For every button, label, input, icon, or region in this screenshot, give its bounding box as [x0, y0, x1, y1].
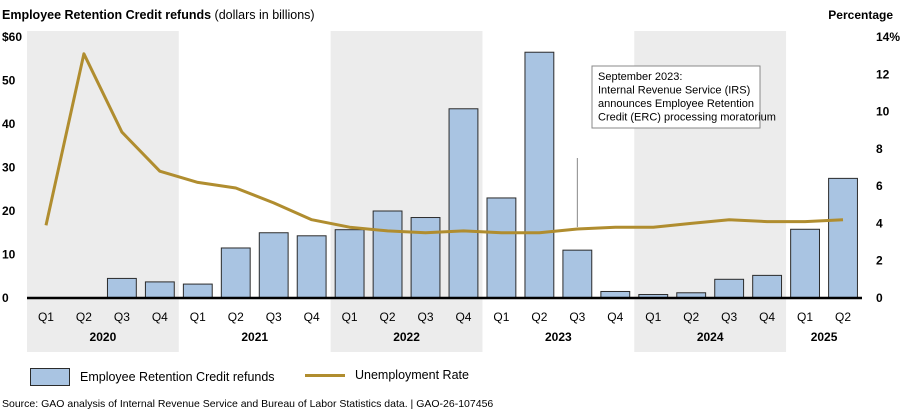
x-tick-label-6: Q3 — [266, 310, 282, 324]
x-tick-label-13: Q2 — [531, 310, 547, 324]
year-label-2020: 2020 — [90, 330, 117, 344]
x-tick-label-19: Q4 — [759, 310, 775, 324]
legend-label-erc: Employee Retention Credit refunds — [80, 370, 275, 384]
x-tick-label-1: Q2 — [76, 310, 92, 324]
bar-q3-14 — [562, 249, 593, 299]
bar-q4-7 — [296, 235, 327, 299]
right-tick-label-2: 2 — [876, 254, 883, 268]
bar-q1-8 — [334, 229, 365, 299]
left-tick-label-0: 0 — [2, 291, 9, 305]
bar-q3-18 — [714, 278, 745, 299]
x-tick-label-7: Q4 — [304, 310, 320, 324]
left-tick-label-10: 10 — [2, 248, 16, 262]
annotation-line-1: Internal Revenue Service (IRS) — [598, 85, 750, 97]
bar-q2-5 — [220, 247, 251, 299]
bar-q4-11 — [448, 108, 479, 299]
left-tick-label-40: 40 — [2, 117, 16, 131]
year-label-2025: 2025 — [811, 330, 838, 344]
x-tick-label-3: Q4 — [152, 310, 168, 324]
unemployment-line — [44, 52, 844, 235]
x-tick-label-20: Q1 — [797, 310, 813, 324]
bar-q4-19 — [752, 274, 783, 299]
year-label-2021: 2021 — [241, 330, 268, 344]
legend-item-unemployment: Unemployment Rate — [305, 368, 469, 382]
legend-swatch-bar — [30, 368, 70, 386]
annotation-line-2: announces Employee Retention — [598, 98, 754, 110]
chart-title-bold: Employee Retention Credit refunds — [2, 8, 212, 22]
annotation-line-0: September 2023: — [598, 71, 682, 83]
x-tick-label-18: Q3 — [721, 310, 737, 324]
x-tick-label-8: Q1 — [342, 310, 358, 324]
annotation-line-3: Credit (ERC) processing moratorium — [598, 112, 776, 124]
x-tick-label-16: Q1 — [645, 310, 661, 324]
year-label-2022: 2022 — [393, 330, 420, 344]
right-tick-label-12: 12 — [876, 67, 890, 81]
x-tick-label-9: Q2 — [380, 310, 396, 324]
bar-q2-21 — [828, 177, 858, 299]
x-tick-label-0: Q1 — [38, 310, 54, 324]
bar-q2-9 — [372, 210, 403, 299]
bar-q2-13 — [524, 51, 555, 299]
right-tick-label-4: 4 — [876, 216, 883, 230]
source-note: Source: GAO analysis of Internal Revenue… — [2, 398, 494, 410]
left-tick-label-60: $60 — [2, 30, 22, 44]
x-tick-label-14: Q3 — [569, 310, 585, 324]
bar-q3-2 — [106, 277, 137, 299]
x-tick-label-21: Q2 — [835, 310, 851, 324]
bar-q4-3 — [144, 281, 175, 299]
left-tick-label-50: 50 — [2, 74, 16, 88]
chart-title-suffix: (dollars in billions) — [214, 8, 315, 22]
legend-label-unemployment: Unemployment Rate — [355, 368, 469, 382]
x-tick-label-10: Q3 — [418, 310, 434, 324]
left-tick-label-20: 20 — [2, 204, 16, 218]
annotation-box — [591, 65, 761, 129]
x-tick-label-12: Q1 — [493, 310, 509, 324]
chart-title: Employee Retention Credit refunds (dolla… — [2, 8, 315, 22]
bar-q3-10 — [410, 217, 441, 299]
bar-q1-20 — [790, 228, 820, 299]
right-tick-label-14: 14% — [876, 30, 900, 44]
legend-swatch-line — [305, 373, 345, 377]
year-label-2024: 2024 — [697, 330, 724, 344]
right-tick-label-6: 6 — [876, 179, 883, 193]
x-tick-label-15: Q4 — [607, 310, 623, 324]
right-axis-title: Percentage — [828, 8, 893, 22]
right-tick-label-8: 8 — [876, 142, 883, 156]
year-shade-2020 — [27, 31, 179, 352]
right-tick-label-10: 10 — [876, 105, 890, 119]
bar-q3-6 — [258, 232, 289, 299]
right-tick-label-0: 0 — [876, 291, 883, 305]
left-tick-label-30: 30 — [2, 161, 16, 175]
bar-q1-12 — [486, 197, 517, 299]
year-label-2023: 2023 — [545, 330, 572, 344]
bar-q1-4 — [182, 283, 213, 299]
x-tick-label-5: Q2 — [228, 310, 244, 324]
x-tick-label-4: Q1 — [190, 310, 206, 324]
x-tick-label-11: Q4 — [455, 310, 471, 324]
legend-item-erc: Employee Retention Credit refunds — [30, 368, 275, 386]
x-tick-label-17: Q2 — [683, 310, 699, 324]
x-tick-label-2: Q3 — [114, 310, 130, 324]
